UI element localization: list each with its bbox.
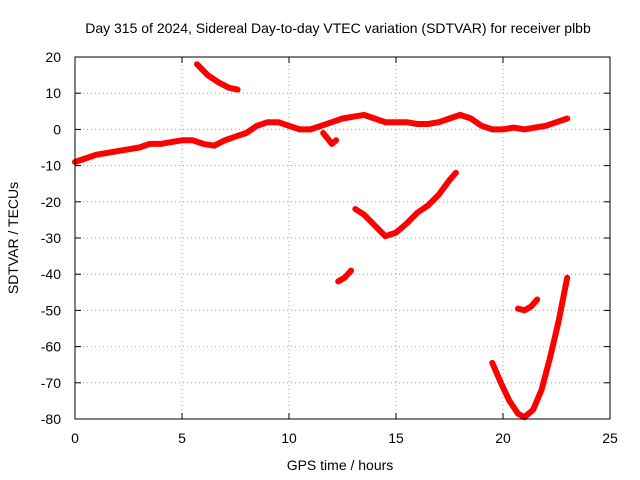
series-line-6 bbox=[489, 274, 571, 421]
y-tick-label: 0 bbox=[53, 121, 61, 137]
y-tick-label: -70 bbox=[41, 375, 61, 391]
series-line-2 bbox=[320, 130, 340, 147]
series-line-1 bbox=[72, 111, 571, 165]
grid bbox=[75, 57, 610, 419]
x-axis-title: GPS time / hours bbox=[287, 457, 394, 473]
y-tick-label: -80 bbox=[41, 411, 61, 427]
x-tick-label: 15 bbox=[388, 430, 404, 446]
series-line-7 bbox=[515, 296, 541, 314]
y-tick-label: -40 bbox=[41, 266, 61, 282]
y-tick-label: 10 bbox=[45, 85, 61, 101]
ticks bbox=[74, 56, 611, 420]
x-tick-label: 10 bbox=[281, 430, 297, 446]
chart-title: Day 315 of 2024, Sidereal Day-to-day VTE… bbox=[85, 20, 591, 36]
x-tick-label: 25 bbox=[602, 430, 618, 446]
y-tick-labels: -80 -70 -60 -50 -40 -30 -20 -10 0 10 20 bbox=[41, 49, 61, 427]
y-axis-title: SDTVAR / TECUs bbox=[5, 182, 21, 294]
series-layer bbox=[72, 61, 571, 421]
y-tick-label: -10 bbox=[41, 158, 61, 174]
series-line-5 bbox=[335, 267, 355, 285]
y-tick-label: -50 bbox=[41, 302, 61, 318]
x-tick-label: 20 bbox=[495, 430, 511, 446]
y-tick-label: -60 bbox=[41, 339, 61, 355]
y-tick-label: 20 bbox=[45, 49, 61, 65]
series-line-3 bbox=[194, 61, 241, 93]
x-tick-label: 5 bbox=[178, 430, 186, 446]
x-tick-label: 0 bbox=[71, 430, 79, 446]
series-line-4 bbox=[352, 169, 459, 240]
x-tick-labels: 0 5 10 15 20 25 bbox=[71, 430, 618, 446]
y-tick-label: -30 bbox=[41, 230, 61, 246]
y-tick-label: -20 bbox=[41, 194, 61, 210]
